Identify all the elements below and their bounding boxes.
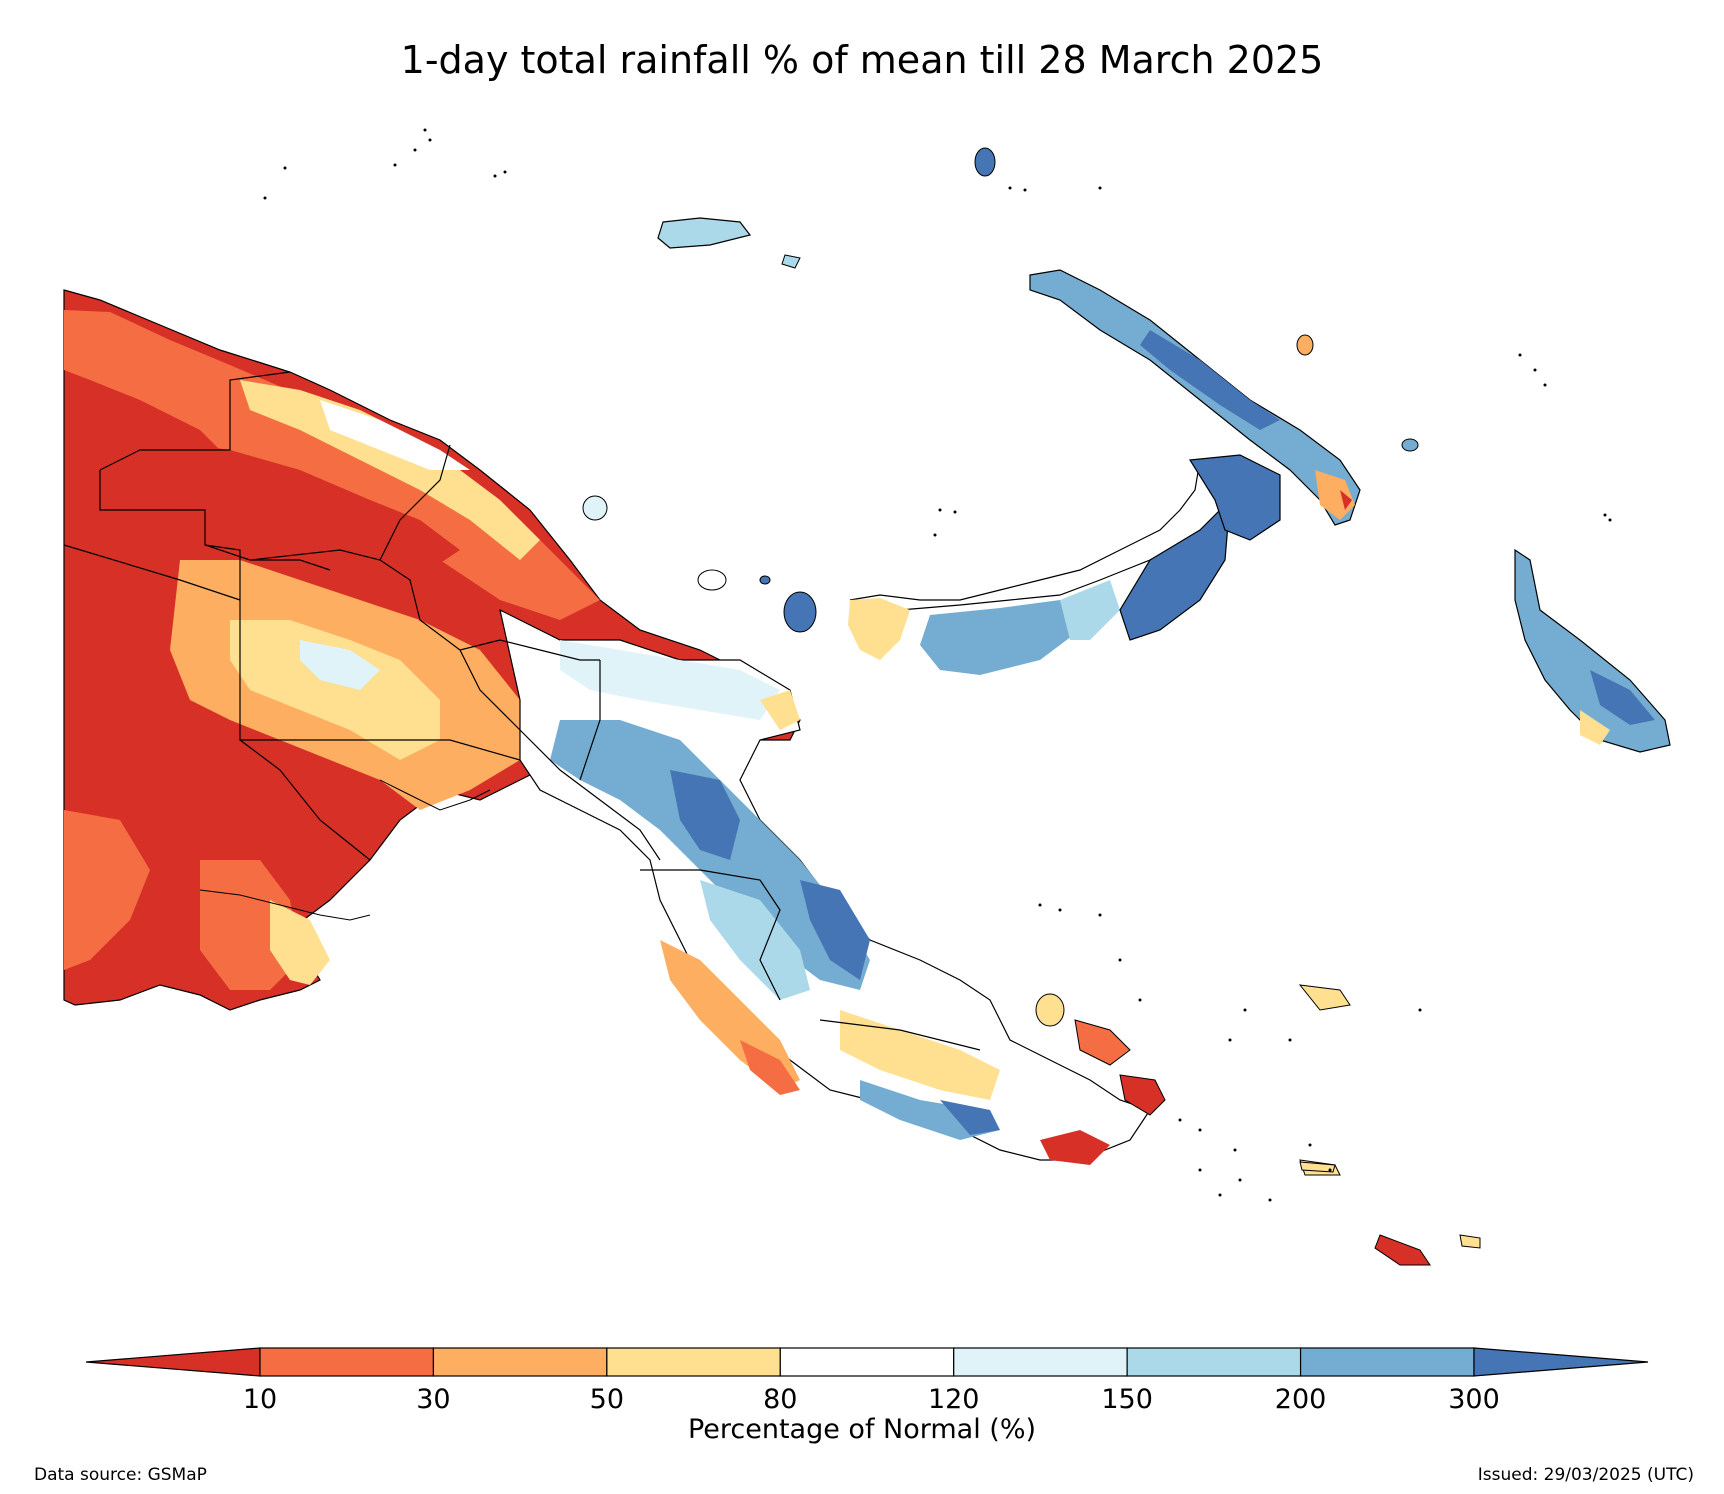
region-blue-central [550, 720, 870, 990]
region-newbritain-lightblue [1060, 580, 1120, 640]
region-darkblue-east [800, 880, 870, 980]
colorbar-tick-label: 120 [928, 1384, 980, 1415]
island-fergusson [1074, 1019, 1131, 1066]
region-newireland-tip-red [1340, 490, 1352, 510]
rainfall-map [63, 128, 1671, 1266]
region-yellow-tail [840, 1010, 1000, 1100]
region-red-tip [1040, 1130, 1110, 1165]
south-coast-detail [199, 779, 491, 921]
colorbar-extend-high [1473, 1347, 1649, 1377]
new-britain [848, 454, 1281, 675]
region-newbritain-northtip [1188, 454, 1281, 541]
island-rossel [1374, 1234, 1431, 1266]
region-yellow-middle [230, 620, 440, 760]
island-new-ireland [1029, 269, 1361, 526]
colorbar-extend-low [85, 1347, 261, 1377]
bougainville [1514, 548, 1671, 753]
island-manus [657, 217, 752, 249]
region-darkblue-tail [940, 1100, 1000, 1135]
region-white-middle [300, 640, 380, 690]
island-misima [1299, 1161, 1336, 1173]
island-umboi [783, 591, 817, 633]
colorbar-box [259, 1347, 435, 1377]
colorbar-box [1299, 1347, 1475, 1377]
island-small-manus [781, 254, 801, 269]
colorbar-box [1126, 1347, 1302, 1377]
colorbar-tick-label: 150 [1101, 1384, 1153, 1415]
mainland-west [63, 289, 801, 1011]
region-bougainville-dark [1590, 670, 1655, 725]
region-bougainville-yellow [1580, 710, 1610, 745]
manus-island [657, 217, 801, 269]
data-source-text: Data source: GSMaP [34, 1465, 207, 1485]
region-newbritain-blue [920, 600, 1080, 675]
colorbar-tick-label: 50 [590, 1384, 624, 1415]
tiny-islets [263, 128, 1612, 1202]
region-newbritain-yellow [848, 598, 910, 660]
island-karkar [582, 495, 608, 521]
region-lightblue-north-coast [560, 640, 780, 720]
island-lihir [1401, 438, 1419, 452]
colorbar-tick-label: 30 [416, 1384, 450, 1415]
island-tabar [1296, 334, 1314, 356]
island-normanby [1119, 1074, 1166, 1116]
map-title: 1-day total rainfall % of mean till 28 M… [400, 38, 1324, 82]
island-mussau [974, 147, 996, 177]
region-lightblue-east [700, 880, 810, 1000]
colorbar-box [606, 1347, 781, 1377]
region-orange-south [64, 810, 150, 970]
region-newireland-dark [1140, 330, 1280, 430]
island-sudest [1459, 1234, 1481, 1249]
region-yellow-east [760, 690, 800, 730]
island-tolokiwa [759, 575, 771, 585]
colorbar-label: Percentage of Normal (%) [687, 1414, 1037, 1445]
colorbar-tick-label: 200 [1275, 1384, 1327, 1415]
region-yellow-north [240, 380, 540, 560]
region-darkblue-central [670, 770, 740, 860]
colorbar-box [432, 1347, 608, 1377]
region-yellow-south [270, 900, 330, 985]
province-boundaries [63, 371, 981, 1051]
mainland-east [499, 608, 1151, 1165]
region-orange-north [64, 310, 600, 620]
region-newbritain-darkblue [1119, 498, 1231, 641]
colorbar-box [779, 1347, 955, 1377]
island-goodenough [1035, 993, 1065, 1027]
region-red-north [100, 440, 460, 570]
island-long [697, 569, 727, 591]
region-red-tail [740, 1040, 800, 1095]
colorbar-tick-label: 80 [763, 1384, 797, 1415]
colorbar-tick-label: 10 [243, 1384, 277, 1415]
small-islands [582, 147, 1481, 1266]
colorbar-box [953, 1347, 1128, 1377]
colorbar-tick-label: 300 [1448, 1384, 1500, 1415]
island-trobriand [1298, 984, 1351, 1011]
issued-date-text: Issued: 29/03/2025 (UTC) [1477, 1465, 1694, 1485]
new-ireland [1029, 269, 1361, 526]
region-white-north [320, 400, 470, 470]
